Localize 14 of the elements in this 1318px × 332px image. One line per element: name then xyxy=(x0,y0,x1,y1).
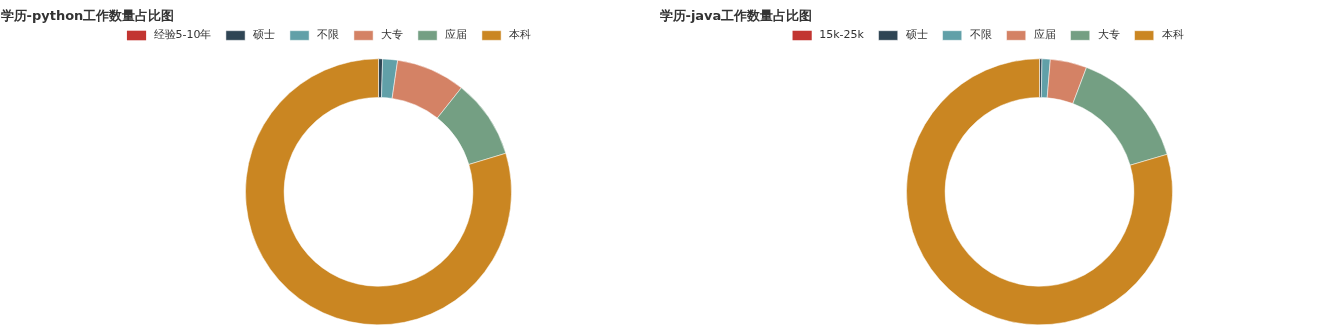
legend-label: 经验5-10年 xyxy=(153,27,212,42)
chart-title: 学历-python工作数量占比图 xyxy=(0,7,175,23)
legend-label: 本科 xyxy=(1161,27,1184,42)
legend-label: 大专 xyxy=(1097,27,1120,42)
legend-label: 硕士 xyxy=(905,27,928,42)
legend-label: 本科 xyxy=(509,27,532,42)
legend-label: 硕士 xyxy=(253,27,276,42)
legend-label: 不限 xyxy=(969,27,992,42)
legend-label: 15k-25k xyxy=(819,28,864,41)
legend-label: 大专 xyxy=(381,27,404,42)
legend-label: 应届 xyxy=(445,27,468,42)
legend-label: 应届 xyxy=(1033,27,1056,42)
chart-title: 学历-java工作数量占比图 xyxy=(659,7,813,23)
legend-label: 不限 xyxy=(317,27,340,42)
